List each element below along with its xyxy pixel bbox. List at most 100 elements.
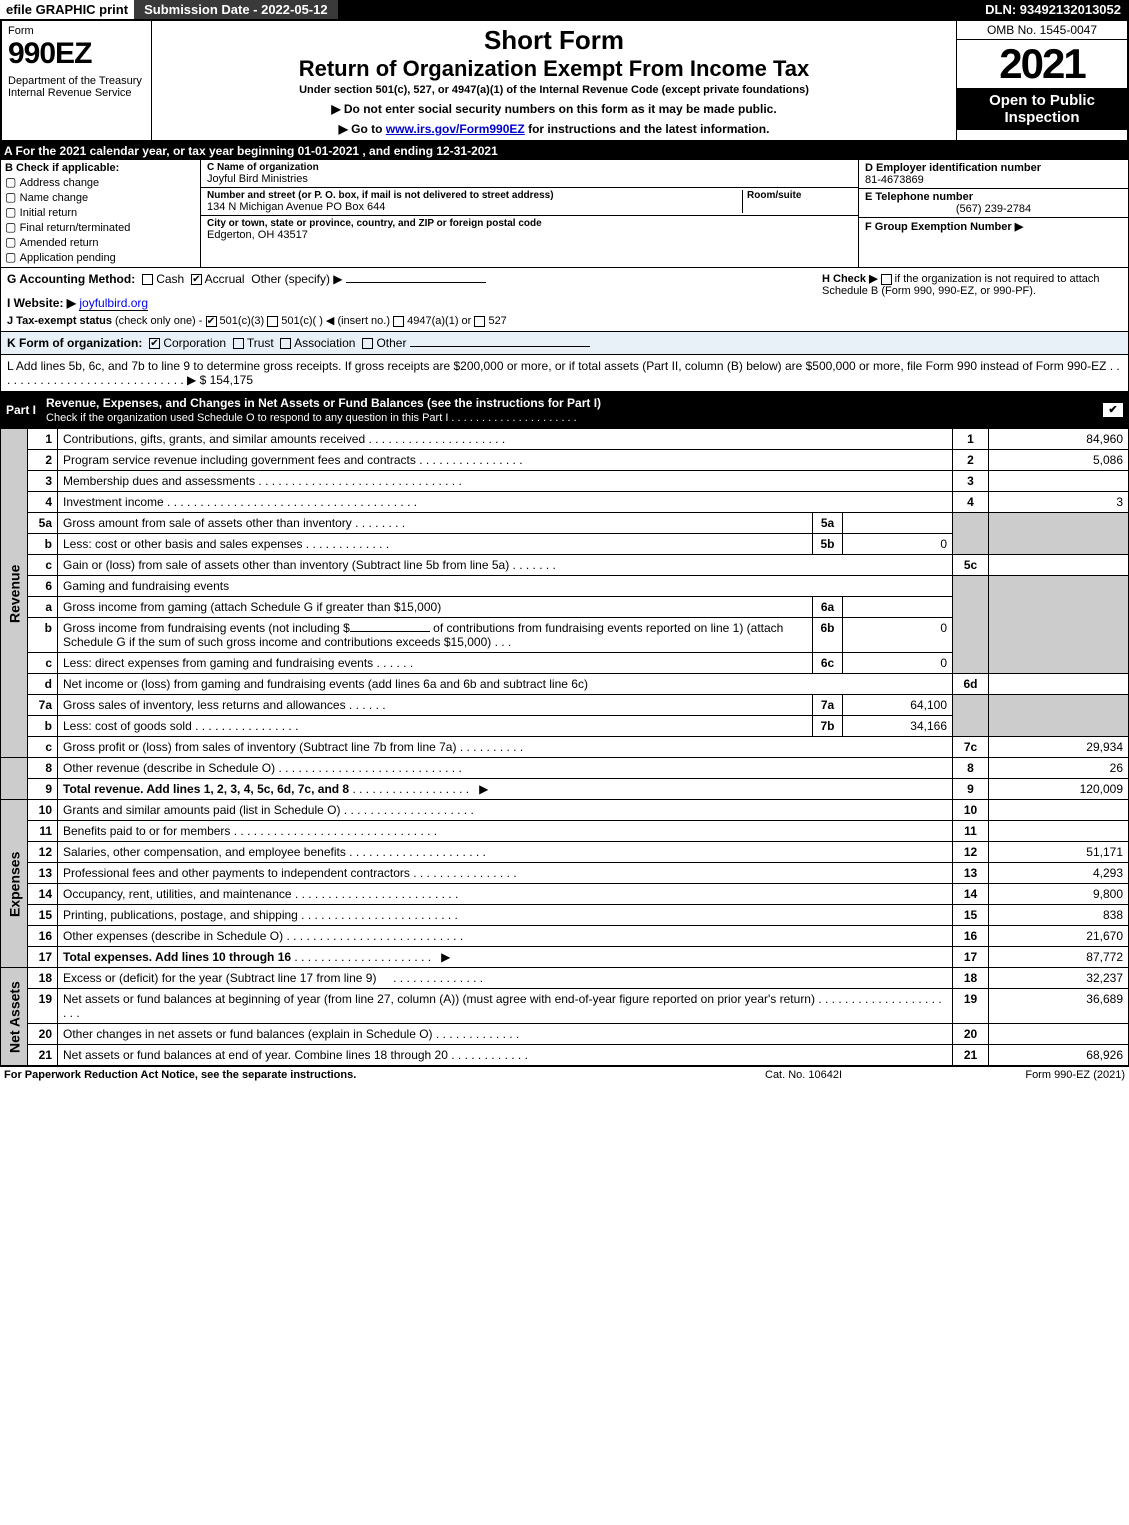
- line-19-no: 19: [28, 989, 58, 1024]
- line-21-box: 21: [953, 1045, 989, 1066]
- k-trust: Trust: [247, 336, 274, 350]
- line-6c-desc: Less: direct expenses from gaming and fu…: [63, 656, 373, 670]
- line-5c-no: c: [28, 555, 58, 576]
- line-6b-desc-pre: Gross income from fundraising events (no…: [63, 621, 350, 635]
- part1-title: Revenue, Expenses, and Changes in Net As…: [46, 396, 601, 410]
- line-3-box: 3: [953, 471, 989, 492]
- k-corp-checkbox[interactable]: [149, 338, 160, 349]
- website-label: I Website: ▶: [7, 296, 76, 310]
- k-other-checkbox[interactable]: [362, 338, 373, 349]
- other-label: Other (specify) ▶: [251, 272, 342, 286]
- opt-amended[interactable]: Amended return: [5, 235, 196, 249]
- line-5a-desc: Gross amount from sale of assets other t…: [63, 516, 352, 530]
- c-label: C Name of organization: [207, 162, 852, 173]
- j-527: 527: [485, 315, 506, 327]
- line-21-no: 21: [28, 1045, 58, 1066]
- line-14-no: 14: [28, 884, 58, 905]
- catalog-number: Cat. No. 10642I: [765, 1069, 945, 1081]
- j-501c3: 501(c)(3): [217, 315, 268, 327]
- line-6-desc: Gaming and fundraising events: [58, 576, 953, 597]
- cash-label: Cash: [156, 272, 184, 286]
- line-14-box: 14: [953, 884, 989, 905]
- line-6d-box: 6d: [953, 674, 989, 695]
- line-3-no: 3: [28, 471, 58, 492]
- line-3-val: [989, 471, 1129, 492]
- line-15-no: 15: [28, 905, 58, 926]
- street-value: 134 N Michigan Avenue PO Box 644: [207, 201, 742, 213]
- line-18-val: 32,237: [989, 968, 1129, 989]
- line-6b-subval: 0: [843, 618, 953, 653]
- line-4-desc: Investment income: [63, 495, 164, 509]
- goto-pre: ▶ Go to: [339, 122, 386, 136]
- line-2-no: 2: [28, 450, 58, 471]
- revenue-section-label: Revenue: [1, 429, 28, 758]
- j-501c3-checkbox[interactable]: [206, 316, 217, 327]
- line-18-no: 18: [28, 968, 58, 989]
- line-18-box: 18: [953, 968, 989, 989]
- line-21-val: 68,926: [989, 1045, 1129, 1066]
- k-assoc-checkbox[interactable]: [280, 338, 291, 349]
- accrual-label: Accrual: [205, 272, 245, 286]
- opt-address-change[interactable]: Address change: [5, 175, 196, 189]
- line-15-val: 838: [989, 905, 1129, 926]
- line-3-desc: Membership dues and assessments: [63, 474, 255, 488]
- line-16-box: 16: [953, 926, 989, 947]
- cash-checkbox[interactable]: [142, 274, 153, 285]
- h-checkbox[interactable]: [881, 274, 892, 285]
- line-6a-subval: [843, 597, 953, 618]
- j-4947-checkbox[interactable]: [393, 316, 404, 327]
- form-subtitle: Under section 501(c), 527, or 4947(a)(1)…: [160, 84, 948, 96]
- b-header: B Check if applicable:: [5, 162, 119, 174]
- line-6d-desc: Net income or (loss) from gaming and fun…: [58, 674, 953, 695]
- section-b: B Check if applicable: Address change Na…: [0, 160, 1129, 268]
- line-8-box: 8: [953, 758, 989, 779]
- j-note: (check only one) -: [115, 315, 205, 327]
- opt-initial-return[interactable]: Initial return: [5, 205, 196, 219]
- line-9-no: 9: [28, 779, 58, 800]
- f-group-label: F Group Exemption Number ▶: [865, 221, 1023, 233]
- opt-final-return[interactable]: Final return/terminated: [5, 220, 196, 234]
- irs-link[interactable]: www.irs.gov/Form990EZ: [386, 122, 525, 136]
- line-5b-no: b: [28, 534, 58, 555]
- j-527-checkbox[interactable]: [474, 316, 485, 327]
- l-text: L Add lines 5b, 6c, and 7b to line 9 to …: [7, 359, 1120, 387]
- accrual-checkbox[interactable]: [191, 274, 202, 285]
- line-7b-subval: 34,166: [843, 716, 953, 737]
- open-public: Open to Public Inspection: [957, 88, 1127, 130]
- opt-pending[interactable]: Application pending: [5, 250, 196, 264]
- opt-name-change[interactable]: Name change: [5, 190, 196, 204]
- line-4-val: 3: [989, 492, 1129, 513]
- line-19-desc: Net assets or fund balances at beginning…: [63, 992, 815, 1006]
- line-2-val: 5,086: [989, 450, 1129, 471]
- line-10-desc: Grants and similar amounts paid (list in…: [63, 803, 340, 817]
- line-18-desc: Excess or (deficit) for the year (Subtra…: [63, 971, 376, 985]
- form-title: Return of Organization Exempt From Incom…: [160, 56, 948, 82]
- line-6b-no: b: [28, 618, 58, 653]
- line-5c-val: [989, 555, 1129, 576]
- line-7a-desc: Gross sales of inventory, less returns a…: [63, 698, 346, 712]
- line-7c-val: 29,934: [989, 737, 1129, 758]
- efile-print-label[interactable]: efile GRAPHIC print: [0, 0, 134, 19]
- line-4-no: 4: [28, 492, 58, 513]
- line-1-box: 1: [953, 429, 989, 450]
- org-name: Joyful Bird Ministries: [207, 173, 852, 185]
- line-6c-subval: 0: [843, 653, 953, 674]
- part1-schedule-o-checkbox[interactable]: ✔: [1103, 403, 1123, 417]
- website-link[interactable]: joyfulbird.org: [79, 296, 148, 311]
- part1-header: Part I Revenue, Expenses, and Changes in…: [0, 392, 1129, 428]
- j-501c-checkbox[interactable]: [267, 316, 278, 327]
- k-trust-checkbox[interactable]: [233, 338, 244, 349]
- line-15-box: 15: [953, 905, 989, 926]
- line-5b-sub: 5b: [813, 534, 843, 555]
- omb-number: OMB No. 1545-0047: [957, 21, 1127, 40]
- submission-date: Submission Date - 2022-05-12: [134, 0, 338, 19]
- line-11-desc: Benefits paid to or for members: [63, 824, 230, 838]
- line-16-desc: Other expenses (describe in Schedule O): [63, 929, 283, 943]
- goto-instruction: ▶ Go to www.irs.gov/Form990EZ for instru…: [160, 122, 948, 136]
- line-9-val: 120,009: [989, 779, 1129, 800]
- city-value: Edgerton, OH 43517: [207, 229, 852, 241]
- row-a-period: A For the 2021 calendar year, or tax yea…: [0, 142, 1129, 160]
- l-value: 154,175: [210, 373, 253, 387]
- line-12-desc: Salaries, other compensation, and employ…: [63, 845, 346, 859]
- d-ein-label: D Employer identification number: [865, 162, 1122, 174]
